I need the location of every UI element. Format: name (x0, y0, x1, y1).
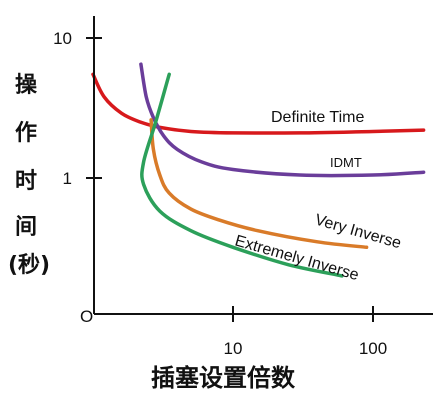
x-axis-label: 插塞设置倍数 (151, 364, 296, 392)
x-tick-label: 100 (359, 339, 387, 358)
curves-layer (91, 62, 426, 278)
series-line-very-inverse (149, 118, 369, 250)
y-tick-label: 1 (63, 169, 72, 188)
y-axis-label: 操 作 时 间 (秒) (8, 73, 50, 278)
y-label-char: 操 (15, 73, 38, 98)
x-tick-label: 10 (224, 339, 243, 358)
series-labels: Definite Time IDMT Very Inverse Extremel… (233, 109, 403, 284)
series-label-definite-time: Definite Time (271, 109, 364, 126)
y-tick-label: 10 (53, 29, 72, 48)
series-line-definite-time (91, 72, 426, 135)
y-label-char: 间 (15, 215, 37, 240)
y-ticks: 1 10 (53, 29, 102, 188)
y-label-char: 作 (15, 121, 37, 146)
y-label-char: 时 (15, 169, 37, 194)
series-line-extremely-inverse (140, 72, 344, 278)
x-ticks: 10 100 (224, 306, 387, 358)
y-label-char: (秒) (8, 253, 50, 278)
series-label-idmt: IDMT (330, 155, 362, 170)
origin-label: O (80, 307, 93, 326)
series-line-idmt (139, 62, 426, 178)
